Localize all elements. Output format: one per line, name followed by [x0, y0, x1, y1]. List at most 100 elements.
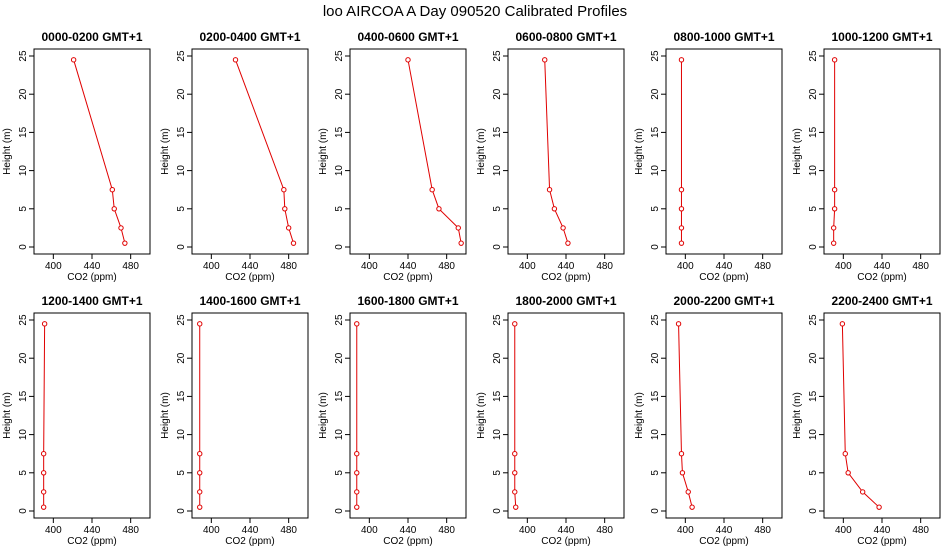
profile-point — [354, 489, 360, 495]
x-tick-label: 440 — [84, 525, 101, 536]
profile-point — [354, 504, 360, 510]
panel-title: 0400-0600 GMT+1 — [357, 30, 458, 44]
profile-line — [678, 323, 693, 508]
x-tick-label: 480 — [754, 261, 771, 272]
profile-panel: 1200-1400 GMT+1 400 440 480 0 5 10 15 20 25 CO2 (p… — [2, 294, 151, 547]
x-tick-label: 480 — [912, 525, 929, 536]
profile-panel: 0600-0800 GMT+1 400 440 480 0 5 10 15 20 25 CO2 (p… — [476, 30, 625, 283]
x-tick-label: 440 — [558, 525, 575, 536]
y-tick-label: 10 — [334, 429, 345, 441]
y-axis-label: Height (m) — [476, 392, 487, 439]
profile-point — [689, 504, 695, 510]
profile-panel: 2000-2200 GMT+1 400 440 480 0 5 10 15 20 25 CO2 (p… — [634, 294, 783, 547]
profile-point — [542, 57, 548, 63]
plot-frame — [191, 48, 309, 255]
y-tick-label: 5 — [334, 470, 345, 476]
profile-point — [455, 225, 461, 231]
profile-point — [845, 470, 851, 476]
y-axis-label: Height (m) — [318, 128, 329, 175]
x-tick-label: 440 — [716, 261, 733, 272]
x-axis-label: CO2 (ppm) — [857, 536, 906, 547]
x-axis-label: CO2 (ppm) — [699, 272, 748, 283]
panel-title: 1000-1200 GMT+1 — [831, 30, 932, 44]
x-tick-label: 440 — [874, 261, 891, 272]
y-tick-label: 25 — [18, 314, 29, 326]
profile-point — [118, 225, 124, 231]
y-tick-label: 0 — [492, 508, 503, 514]
profile-panel: 0800-1000 GMT+1 400 440 480 0 5 10 15 20 25 CO2 (p… — [634, 30, 783, 283]
y-tick-label: 10 — [492, 165, 503, 177]
y-tick-label: 25 — [808, 314, 819, 326]
plot-frame — [823, 312, 941, 519]
profile-line — [407, 59, 462, 244]
plot-frame — [349, 312, 467, 519]
y-tick-label: 25 — [18, 50, 29, 62]
y-tick-label: 20 — [492, 352, 503, 364]
y-tick-label: 15 — [18, 126, 29, 138]
x-tick-label: 480 — [280, 261, 297, 272]
y-tick-label: 5 — [808, 470, 819, 476]
y-tick-label: 20 — [176, 352, 187, 364]
profile-point — [109, 187, 116, 193]
y-tick-label: 25 — [650, 314, 661, 326]
y-tick-label: 0 — [808, 508, 819, 514]
y-tick-label: 15 — [176, 390, 187, 402]
y-axis-label: Height (m) — [160, 392, 171, 439]
y-tick-label: 25 — [492, 50, 503, 62]
plot-frame — [191, 312, 309, 519]
x-tick-label: 400 — [45, 525, 62, 536]
profile-point — [354, 451, 360, 457]
profile-point — [40, 504, 47, 510]
profile-point — [551, 206, 558, 212]
y-tick-label: 10 — [492, 429, 503, 441]
y-tick-label: 5 — [176, 470, 187, 476]
x-tick-label: 480 — [754, 525, 771, 536]
y-tick-label: 15 — [334, 390, 345, 402]
profile-point — [122, 240, 128, 246]
profile-panel: 0200-0400 GMT+1 400 440 480 0 5 10 15 20 25 CO2 (p… — [160, 30, 309, 283]
profile-point — [678, 240, 685, 246]
profile-point — [678, 57, 685, 63]
y-tick-label: 10 — [650, 165, 661, 177]
y-tick-label: 15 — [650, 126, 661, 138]
y-tick-label: 15 — [176, 126, 187, 138]
x-tick-label: 440 — [716, 525, 733, 536]
profile-line — [43, 323, 46, 508]
x-tick-label: 480 — [438, 525, 455, 536]
profile-point — [512, 489, 518, 495]
profile-point — [675, 321, 682, 327]
y-tick-label: 20 — [650, 88, 661, 100]
x-axis-label: CO2 (ppm) — [541, 536, 590, 547]
profile-point — [354, 321, 360, 327]
y-tick-label: 20 — [334, 352, 345, 364]
plot-frame — [33, 312, 151, 519]
profile-point — [678, 187, 685, 193]
y-tick-label: 10 — [808, 165, 819, 177]
x-axis-label: CO2 (ppm) — [857, 272, 906, 283]
y-tick-label: 0 — [18, 508, 29, 514]
profile-line — [514, 323, 517, 508]
plot-frame — [823, 48, 941, 255]
y-tick-label: 15 — [18, 390, 29, 402]
y-tick-label: 15 — [808, 390, 819, 402]
x-tick-label: 480 — [438, 261, 455, 272]
profile-point — [197, 470, 203, 476]
profile-point — [565, 240, 571, 246]
profile-point — [40, 451, 47, 457]
plot-frame — [33, 48, 151, 255]
profile-point — [405, 57, 411, 63]
profile-point — [830, 240, 837, 246]
y-tick-label: 0 — [18, 244, 29, 250]
y-tick-label: 10 — [176, 429, 187, 441]
y-tick-label: 20 — [176, 88, 187, 100]
panel-title: 0200-0400 GMT+1 — [199, 30, 300, 44]
y-tick-label: 15 — [650, 390, 661, 402]
x-tick-label: 400 — [361, 525, 378, 536]
x-axis-label: CO2 (ppm) — [67, 536, 116, 547]
profile-point — [197, 321, 203, 327]
y-axis-label: Height (m) — [160, 128, 171, 175]
y-tick-label: 0 — [176, 508, 187, 514]
x-tick-label: 400 — [677, 525, 694, 536]
y-tick-label: 10 — [176, 165, 187, 177]
x-axis-label: CO2 (ppm) — [383, 536, 432, 547]
